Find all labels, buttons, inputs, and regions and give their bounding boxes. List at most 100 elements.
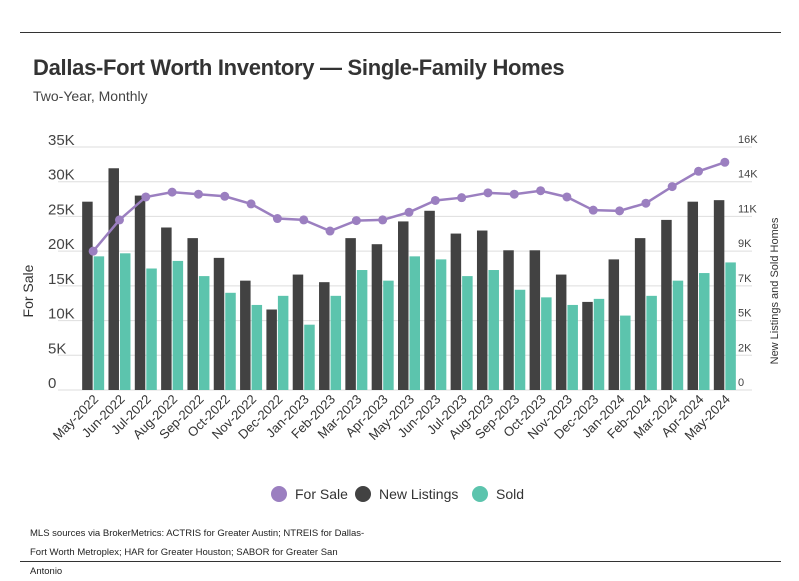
sold-bar	[383, 280, 394, 390]
chart-title: Dallas-Fort Worth Inventory — Single-Fam…	[33, 55, 565, 80]
inventory-chart: 0 5K 10K 15K 20K 25K 30K 35K 0 2K 5K 7K 9K 11K 14K 16K…	[20, 132, 781, 502]
sold-bar	[435, 259, 447, 390]
right-tick-label: 0	[738, 377, 744, 389]
for-sale-point	[220, 191, 230, 201]
left-tick-label: 20K	[48, 236, 75, 253]
legend-label: New Listings	[379, 486, 458, 502]
right-tick-label: 14K	[738, 169, 758, 181]
new-listings-bar	[476, 230, 488, 390]
sold-bar	[304, 324, 315, 390]
chart-subtitle: Two-Year, Monthly	[33, 88, 148, 104]
for-sale-point	[404, 207, 414, 217]
legend-swatch	[472, 486, 488, 502]
left-axis-ticks: 0 5K 10K 15K 20K 25K 30K 35K	[48, 132, 75, 392]
left-tick-label: 0	[48, 375, 56, 392]
for-sale-point	[536, 186, 546, 196]
for-sale-point	[246, 199, 256, 209]
new-listings-bar	[187, 238, 198, 390]
for-sale-point	[615, 206, 625, 216]
new-listings-bar	[424, 210, 435, 390]
for-sale-point	[667, 182, 677, 192]
new-listings-bar	[503, 250, 514, 390]
new-listings-bar	[713, 200, 725, 390]
sold-bar	[251, 304, 263, 390]
for-sale-point	[588, 205, 598, 215]
sold-bar	[462, 276, 473, 390]
new-listings-bar	[450, 233, 462, 390]
left-tick-label: 25K	[48, 201, 75, 218]
new-listings-bar	[82, 201, 93, 390]
for-sale-point	[351, 216, 361, 226]
legend: For Sale New Listings Sold	[271, 486, 524, 502]
right-tick-label: 5K	[738, 308, 752, 320]
for-sale-point	[483, 188, 493, 198]
new-listings-bar	[319, 282, 330, 390]
for-sale-series-line	[92, 161, 726, 252]
new-listings-bar	[108, 168, 119, 390]
legend-swatch	[271, 486, 287, 502]
sold-bar	[488, 270, 499, 390]
new-listings-bar	[134, 195, 146, 390]
for-sale-point	[272, 214, 282, 224]
legend-swatch	[355, 486, 371, 502]
sold-bar	[146, 268, 157, 390]
left-tick-label: 35K	[48, 132, 75, 149]
right-tick-label: 11K	[738, 203, 757, 215]
left-tick-label: 5K	[48, 340, 66, 357]
sold-bar	[330, 295, 342, 390]
left-tick-label: 30K	[48, 167, 75, 184]
new-listings-bar	[292, 274, 304, 390]
for-sale-point	[430, 195, 440, 205]
sold-bar	[646, 295, 657, 390]
new-listings-bar	[608, 259, 620, 390]
bottom-rule	[20, 561, 781, 562]
sold-bar	[409, 256, 420, 390]
sold-bar	[725, 262, 736, 390]
right-tick-label: 9K	[738, 238, 752, 250]
for-sale-point	[141, 192, 151, 202]
right-tick-label: 16K	[738, 134, 758, 146]
for-sale-point	[378, 215, 388, 225]
left-axis-label: For Sale	[20, 264, 36, 317]
for-sale-point	[562, 192, 572, 202]
new-listings-bar	[529, 250, 541, 390]
left-tick-label: 15K	[48, 271, 75, 288]
x-axis-ticks: May-2022Jun-2022Jul-2022Aug-2022Sep-2022…	[50, 392, 733, 443]
new-listings-bar	[398, 221, 409, 390]
source-note: MLS sources via BrokerMetrics: ACTRIS fo…	[30, 528, 365, 577]
new-listings-bar	[661, 219, 672, 390]
new-listings-bar	[161, 227, 172, 390]
for-sale-point	[167, 187, 177, 197]
sold-bar	[541, 297, 552, 390]
new-listings-bar	[687, 201, 699, 390]
sold-bar	[699, 273, 710, 390]
top-rule	[20, 32, 781, 33]
legend-label: For Sale	[295, 486, 348, 502]
sold-bar	[593, 298, 605, 390]
legend-label: Sold	[496, 486, 524, 502]
for-sale-point	[720, 157, 730, 167]
for-sale-point	[641, 198, 651, 208]
sold-bar	[93, 256, 105, 390]
sold-bar	[514, 289, 526, 390]
sold-bar	[567, 304, 578, 390]
sold-bar	[277, 295, 289, 390]
new-listings-bar	[240, 280, 251, 390]
for-sale-point	[694, 166, 704, 176]
new-listings-bar	[266, 309, 277, 390]
right-tick-label: 7K	[738, 273, 752, 285]
new-listings-bar	[371, 244, 383, 390]
for-sale-point	[114, 215, 124, 225]
right-tick-label: 2K	[738, 342, 752, 354]
sold-bar	[119, 253, 131, 390]
sold-bar	[620, 315, 631, 390]
for-sale-line	[88, 157, 730, 256]
sold-bar	[356, 270, 368, 390]
sold-bar	[172, 260, 184, 390]
for-sale-point	[457, 193, 467, 203]
for-sale-point	[193, 189, 203, 199]
sold-bar	[225, 292, 236, 390]
for-sale-point	[88, 246, 98, 256]
new-listings-bar	[582, 301, 593, 390]
for-sale-point	[509, 189, 519, 199]
